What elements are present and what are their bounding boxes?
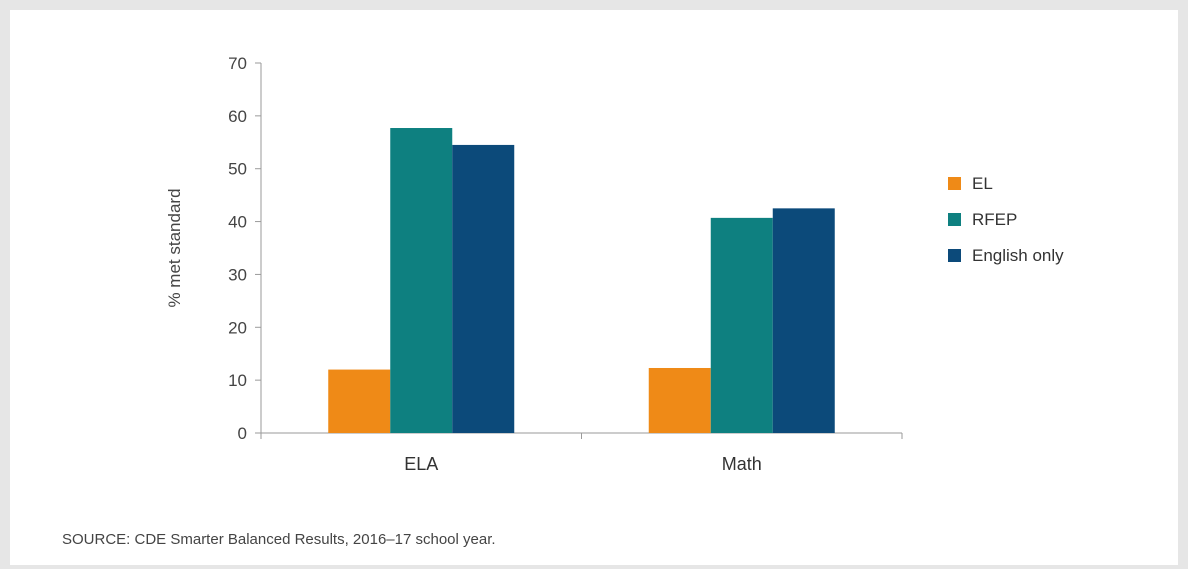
y-tick-label: 20	[228, 318, 247, 337]
chart-panel: 0 10 20 30 40 50 60 70 ELA Math EL RFEP English on…	[10, 10, 1178, 565]
y-tick-label: 0	[238, 424, 247, 443]
y-tick-label: 60	[228, 107, 247, 126]
legend-label: English only	[972, 246, 1064, 265]
y-axis: 0 10 20 30 40 50 60 70	[228, 54, 262, 443]
bars	[328, 128, 835, 433]
bar	[452, 144, 515, 433]
legend: EL RFEP English only	[948, 174, 1064, 265]
y-tick-label: 30	[228, 265, 247, 284]
y-axis-title: % met standard	[165, 188, 184, 307]
legend-label: EL	[972, 174, 993, 193]
bar-chart: 0 10 20 30 40 50 60 70 ELA Math EL RFEP English on…	[165, 54, 1064, 474]
bar	[710, 217, 773, 433]
bar	[390, 128, 453, 433]
legend-swatch	[948, 177, 961, 190]
y-tick-label: 40	[228, 213, 247, 232]
bar	[328, 369, 391, 433]
y-tick-label: 70	[228, 54, 247, 73]
x-axis: ELA Math	[260, 432, 903, 474]
y-tick-label: 50	[228, 160, 247, 179]
x-category-label: ELA	[404, 454, 438, 474]
bar	[648, 367, 711, 433]
source-note: SOURCE: CDE Smarter Balanced Results, 20…	[62, 531, 496, 548]
y-tick-label: 10	[228, 371, 247, 390]
legend-swatch	[948, 213, 961, 226]
bar	[772, 208, 835, 433]
legend-label: RFEP	[972, 210, 1017, 229]
x-category-label: Math	[722, 454, 762, 474]
legend-swatch	[948, 249, 961, 262]
